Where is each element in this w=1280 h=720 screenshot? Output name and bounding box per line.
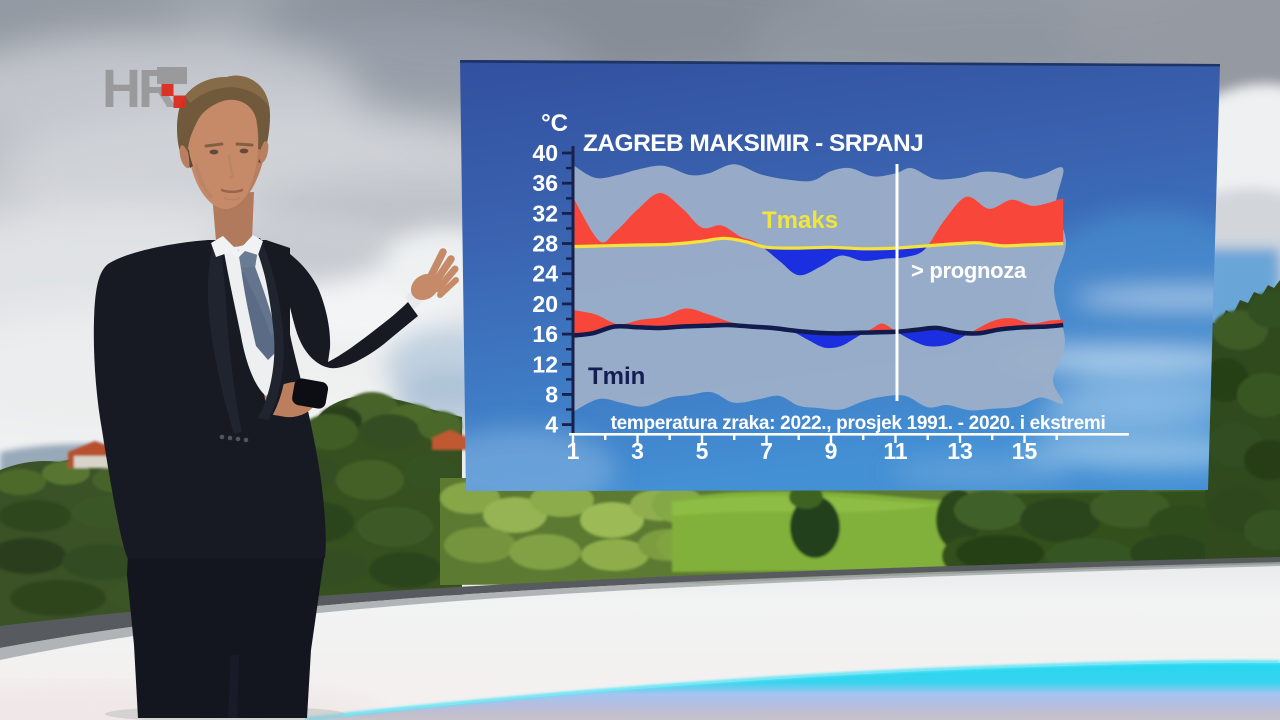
- svg-text:40: 40: [532, 140, 558, 166]
- svg-text:°C: °C: [541, 110, 568, 137]
- svg-text:Tmin: Tmin: [588, 363, 645, 390]
- svg-text:15: 15: [1012, 438, 1038, 464]
- svg-text:4: 4: [545, 412, 558, 438]
- svg-text:> prognoza: > prognoza: [911, 258, 1027, 283]
- svg-text:13: 13: [947, 438, 973, 464]
- svg-text:3: 3: [631, 438, 644, 464]
- svg-text:7: 7: [760, 438, 773, 464]
- svg-text:ZAGREB MAKSIMIR - SRPANJ: ZAGREB MAKSIMIR - SRPANJ: [583, 130, 923, 157]
- svg-text:5: 5: [696, 438, 709, 464]
- svg-text:8: 8: [545, 381, 558, 407]
- svg-text:32: 32: [532, 200, 558, 226]
- svg-text:16: 16: [532, 321, 558, 347]
- svg-text:36: 36: [532, 170, 558, 196]
- svg-text:9: 9: [825, 438, 838, 464]
- svg-text:1: 1: [567, 438, 580, 464]
- svg-text:temperatura zraka: 2022., pros: temperatura zraka: 2022., prosjek 1991. …: [611, 413, 1106, 434]
- svg-text:Tmaks: Tmaks: [762, 207, 838, 234]
- svg-text:24: 24: [532, 261, 558, 287]
- svg-text:28: 28: [532, 231, 558, 257]
- svg-text:20: 20: [532, 291, 558, 317]
- svg-text:11: 11: [883, 438, 908, 464]
- svg-text:12: 12: [532, 351, 558, 377]
